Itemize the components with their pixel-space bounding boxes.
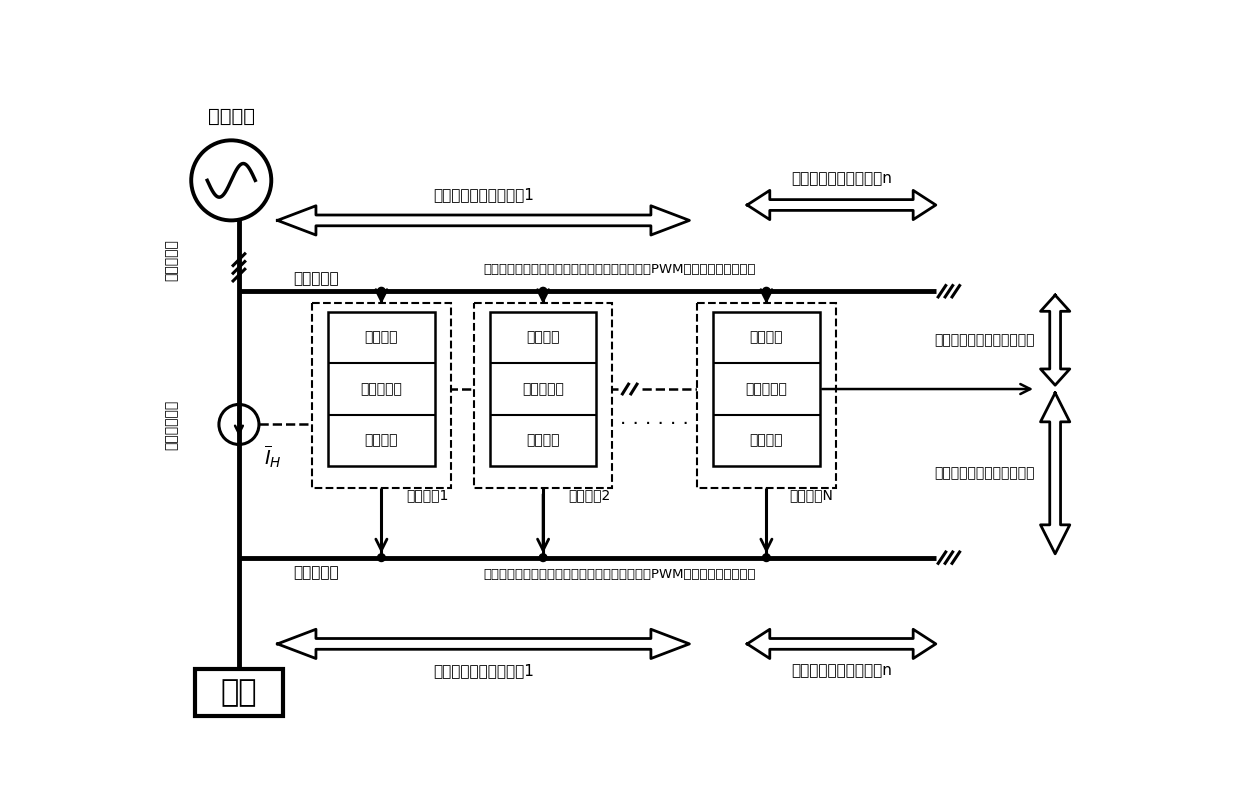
- Text: 前向部分: 前向部分: [526, 330, 559, 345]
- Text: 功率单元2: 功率单元2: [568, 488, 610, 502]
- Text: 负载: 负载: [221, 678, 257, 707]
- Text: 指定次频段前向补偿组n: 指定次频段前向补偿组n: [791, 172, 892, 186]
- Text: 同频段后向补偿组按电流有效値均分，各组移相PWM运行抖消开关次纹波: 同频段后向补偿组按电流有效値均分，各组移相PWM运行抖消开关次纹波: [484, 568, 756, 581]
- Bar: [713, 312, 820, 466]
- Circle shape: [539, 554, 547, 561]
- Text: 功率单元N: 功率单元N: [790, 488, 833, 502]
- Text: 后向补偿组，谐波补偿闭环: 后向补偿组，谐波补偿闭环: [934, 467, 1034, 480]
- Polygon shape: [748, 190, 936, 220]
- Text: 后向组母线: 后向组母线: [293, 565, 339, 581]
- Text: 后向部分: 后向部分: [526, 433, 559, 447]
- Text: 网侧补偿点: 网侧补偿点: [165, 239, 179, 280]
- Text: 共直流部分: 共直流部分: [361, 382, 402, 396]
- Text: 前向部分: 前向部分: [365, 330, 398, 345]
- Polygon shape: [1040, 393, 1070, 554]
- Bar: [312, 303, 450, 488]
- Text: 三相电网: 三相电网: [208, 107, 254, 126]
- Text: 后向部分: 后向部分: [750, 433, 784, 447]
- Text: $\overline{I}_H$: $\overline{I}_H$: [264, 444, 281, 470]
- Bar: [474, 303, 613, 488]
- Text: 前向组母线: 前向组母线: [293, 271, 339, 287]
- Text: 功率单元1: 功率单元1: [405, 488, 449, 502]
- Polygon shape: [278, 629, 689, 659]
- Text: 后向部分: 后向部分: [365, 433, 398, 447]
- Polygon shape: [1040, 295, 1070, 386]
- Text: 同频段前向补偿组按电流有效値均分，各组移相PWM运行抖消开关次纹波: 同频段前向补偿组按电流有效値均分，各组移相PWM运行抖消开关次纹波: [484, 263, 756, 276]
- Circle shape: [763, 288, 770, 295]
- Text: · · · · · ·: · · · · · ·: [620, 415, 689, 434]
- Circle shape: [763, 554, 770, 561]
- Text: 前向部分: 前向部分: [750, 330, 784, 345]
- Text: 共直流部分: 共直流部分: [745, 382, 787, 396]
- Text: 指定次频段后向补偿组1: 指定次频段后向补偿组1: [433, 663, 534, 678]
- Text: 指定次频段后向补偿组n: 指定次频段后向补偿组n: [791, 663, 892, 678]
- Polygon shape: [748, 629, 936, 659]
- Circle shape: [377, 554, 386, 561]
- Bar: [490, 312, 596, 466]
- Bar: [329, 312, 434, 466]
- Text: 负载侧补偿点: 负载侧补偿点: [165, 399, 179, 450]
- Bar: [697, 303, 836, 488]
- Circle shape: [377, 288, 386, 295]
- Text: 共直流部分: 共直流部分: [522, 382, 564, 396]
- Text: 前向补偿组，谐波补偿开环: 前向补偿组，谐波补偿开环: [934, 333, 1034, 347]
- Circle shape: [539, 288, 547, 295]
- Bar: [195, 668, 283, 716]
- Polygon shape: [278, 206, 689, 235]
- Text: 指定次频段前向补偿组1: 指定次频段前向补偿组1: [433, 187, 534, 202]
